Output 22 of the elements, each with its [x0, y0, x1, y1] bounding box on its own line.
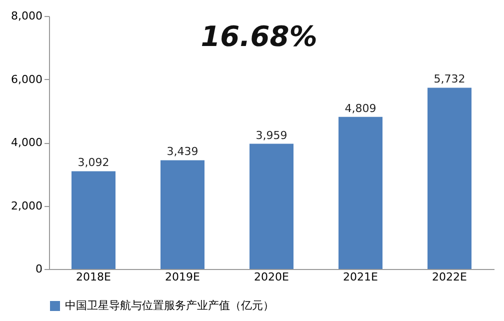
- data-label: 3,092: [78, 156, 110, 170]
- x-tick-label: 2019E: [165, 270, 200, 284]
- y-tick-label: 0: [36, 262, 42, 276]
- legend-label: 中国卫星导航与位置服务产业产值（亿元）: [65, 299, 274, 312]
- bar: [160, 160, 204, 269]
- data-label: 5,732: [434, 72, 466, 86]
- y-tick-label: 2,000: [11, 199, 42, 212]
- x-tick-label: 2022E: [432, 270, 468, 284]
- bar: [250, 144, 294, 269]
- data-label: 3,959: [256, 128, 288, 142]
- x-tick-label: 2020E: [254, 270, 290, 284]
- bar: [428, 88, 472, 269]
- data-label: 3,439: [166, 145, 198, 158]
- data-label: 4,809: [344, 102, 376, 115]
- bar: [72, 171, 116, 269]
- y-tick-label: 4,000: [11, 136, 42, 149]
- x-tick-label: 2021E: [343, 270, 378, 284]
- y-tick-label: 8,000: [11, 10, 42, 22]
- x-tick-label: 2018E: [76, 270, 112, 284]
- y-tick-label: 6,000: [11, 72, 42, 86]
- annotation: 16.68%: [200, 20, 318, 53]
- bar: [338, 116, 382, 269]
